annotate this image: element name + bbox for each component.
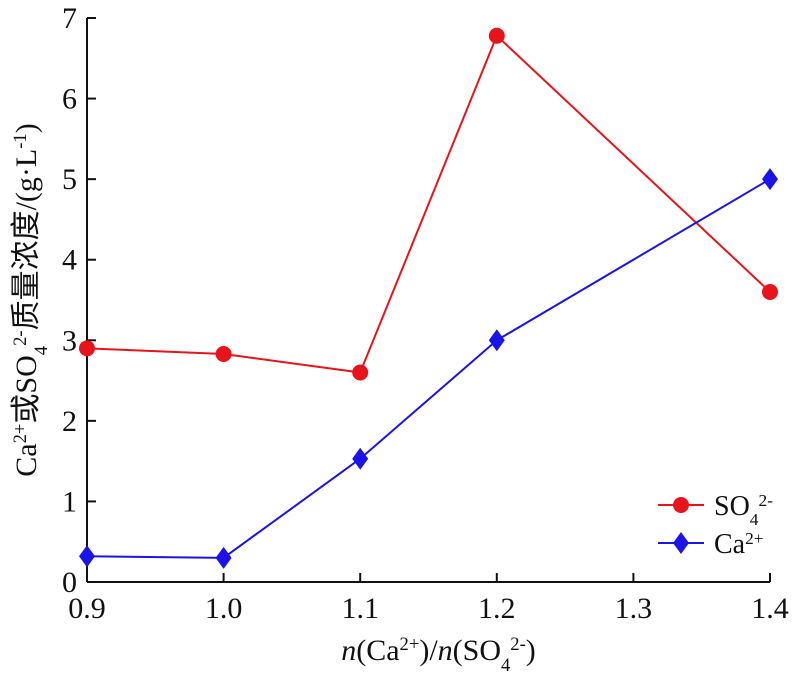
text-part: n	[341, 634, 356, 667]
x-tick-label: 0.9	[68, 592, 106, 625]
series-line	[86, 178, 771, 559]
text-part: Ca	[10, 443, 43, 476]
data-point	[762, 283, 778, 300]
series-line	[86, 33, 771, 374]
data-point	[488, 27, 505, 44]
text-part: 4	[750, 510, 759, 529]
axes: 0.9 1.0 1.1 1.2 1.3 1.401234567n(Ca2+)/n(SO42…	[10, 2, 789, 674]
legend-entry: Ca2+	[658, 529, 764, 561]
x-tick-label: 1.4	[751, 592, 789, 625]
x-tick-label: 1.0	[205, 592, 243, 625]
data-point	[79, 340, 95, 357]
legend-label: Ca2+	[714, 529, 764, 561]
data-point	[79, 545, 95, 568]
data-point	[488, 329, 505, 352]
text-part: 4	[501, 655, 510, 674]
text-part: )/	[419, 634, 438, 667]
text-part: (SO	[453, 634, 501, 667]
y-axis-title: Ca2+或SO42-质量浓度/(g·L-1)	[10, 123, 52, 476]
legend: SO42-Ca2+	[658, 491, 773, 561]
legend-entry: SO42-	[658, 491, 773, 529]
x-tick-label: 1.2	[478, 592, 516, 625]
text-part: 2-	[510, 634, 526, 655]
series-ca	[79, 168, 778, 569]
y-tick-label: 7	[62, 2, 77, 35]
y-tick-label: 2	[62, 405, 77, 438]
text-part: 2+	[400, 634, 420, 655]
text-part: n	[438, 634, 453, 667]
text-part: 2-	[10, 330, 31, 346]
series-layer	[79, 27, 778, 569]
text-part: 质量浓度/(g·L	[10, 149, 43, 331]
data-point	[215, 546, 232, 569]
data-point	[352, 364, 369, 381]
y-tick-label: 0	[62, 566, 77, 599]
x-axis-title: n(Ca2+)/n(SO42-)	[341, 634, 536, 674]
y-tick-label: 4	[62, 244, 77, 277]
text-part: 2+	[10, 424, 31, 444]
legend-marker	[673, 497, 689, 513]
y-tick-label: 5	[62, 163, 77, 196]
legend-label: SO42-	[714, 491, 773, 529]
text-part: )	[526, 634, 536, 667]
data-point	[762, 168, 778, 191]
y-tick-label: 3	[62, 324, 77, 357]
text-part: -1	[10, 133, 31, 149]
series-so4	[79, 27, 778, 381]
text-part: (Ca	[356, 634, 399, 667]
data-point	[352, 447, 369, 470]
x-tick-label: 1.3	[615, 592, 653, 625]
text-part: SO	[714, 491, 750, 522]
text-part: 2-	[758, 491, 773, 510]
text-part: 或SO	[10, 355, 43, 423]
text-part: )	[10, 123, 43, 133]
text-part: 2+	[745, 529, 763, 548]
data-point	[215, 345, 232, 362]
x-tick-label: 1.1	[341, 592, 379, 625]
legend-marker	[673, 532, 689, 554]
text-part: Ca	[714, 529, 746, 560]
y-tick-label: 1	[62, 485, 77, 518]
y-tick-label: 6	[62, 83, 77, 116]
text-part: 4	[31, 346, 52, 355]
